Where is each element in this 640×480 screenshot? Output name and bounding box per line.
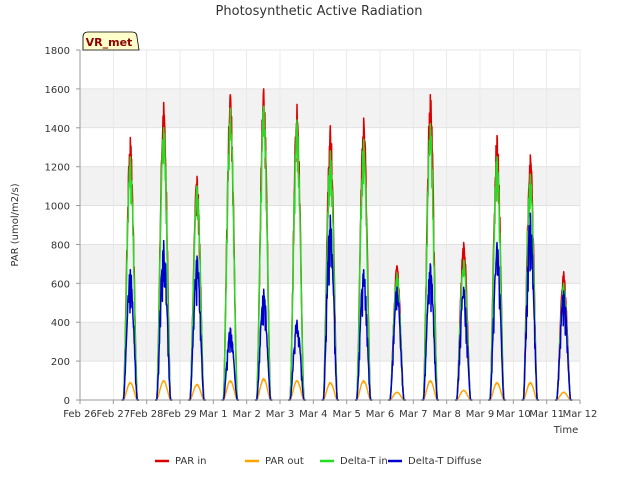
x-tick-label: Mar 12 <box>563 409 598 420</box>
plot-band <box>80 283 580 323</box>
legend-label: Delta-T in <box>340 456 388 467</box>
x-tick-label: Mar 10 <box>496 409 531 420</box>
x-tick-label: Feb 26 <box>63 409 97 420</box>
y-tick-label: 1400 <box>45 124 70 135</box>
series-line-delta-t-diffuse <box>121 212 573 401</box>
x-tick-label: Feb 28 <box>130 409 164 420</box>
x-tick-label: Feb 27 <box>97 409 131 420</box>
plot-band <box>80 322 580 362</box>
x-tick-label: Mar 8 <box>432 409 460 420</box>
y-tick-label: 1800 <box>45 46 70 57</box>
x-tick-label: Mar 2 <box>232 409 260 420</box>
y-tick-label: 1600 <box>45 85 70 96</box>
series-line-par-in <box>121 88 573 401</box>
x-tick-label: Mar 6 <box>366 409 394 420</box>
y-tick-label: 1000 <box>45 202 70 213</box>
x-axis-label: Time <box>553 425 578 436</box>
x-tick-label: Mar 9 <box>466 409 494 420</box>
plot-band <box>80 88 580 128</box>
series-line-delta-t-in <box>121 105 573 401</box>
legend-label: Delta-T Diffuse <box>408 456 482 467</box>
y-tick-label: 0 <box>64 396 70 407</box>
y-axis-label: PAR (umol/m2/s) <box>10 183 21 266</box>
x-tick-label: Mar 11 <box>529 409 564 420</box>
y-tick-label: 600 <box>51 279 70 290</box>
x-tick-label: Mar 1 <box>199 409 227 420</box>
series-line-par-out <box>121 377 573 401</box>
y-tick-label: 800 <box>51 240 70 251</box>
x-tick-label: Mar 7 <box>399 409 427 420</box>
y-tick-label: 1200 <box>45 163 70 174</box>
site-badge: VR_met <box>82 31 140 51</box>
legend-label: PAR out <box>265 456 304 467</box>
chart-title: Photosynthetic Active Radiation <box>216 4 423 19</box>
x-tick-label: Mar 4 <box>299 409 327 420</box>
x-tick-label: Mar 3 <box>266 409 294 420</box>
x-tick-label: Feb 29 <box>163 409 197 420</box>
legend-label: PAR in <box>175 456 206 467</box>
x-tick-label: Mar 5 <box>332 409 360 420</box>
y-tick-label: 400 <box>51 318 70 329</box>
site-badge-label: VR_met <box>86 36 133 49</box>
legend: PAR in PAR out Delta-T in Delta-T Diffuse <box>155 456 482 467</box>
plot-band <box>80 50 580 89</box>
y-tick-label: 200 <box>51 357 70 368</box>
plot-band <box>80 361 580 400</box>
